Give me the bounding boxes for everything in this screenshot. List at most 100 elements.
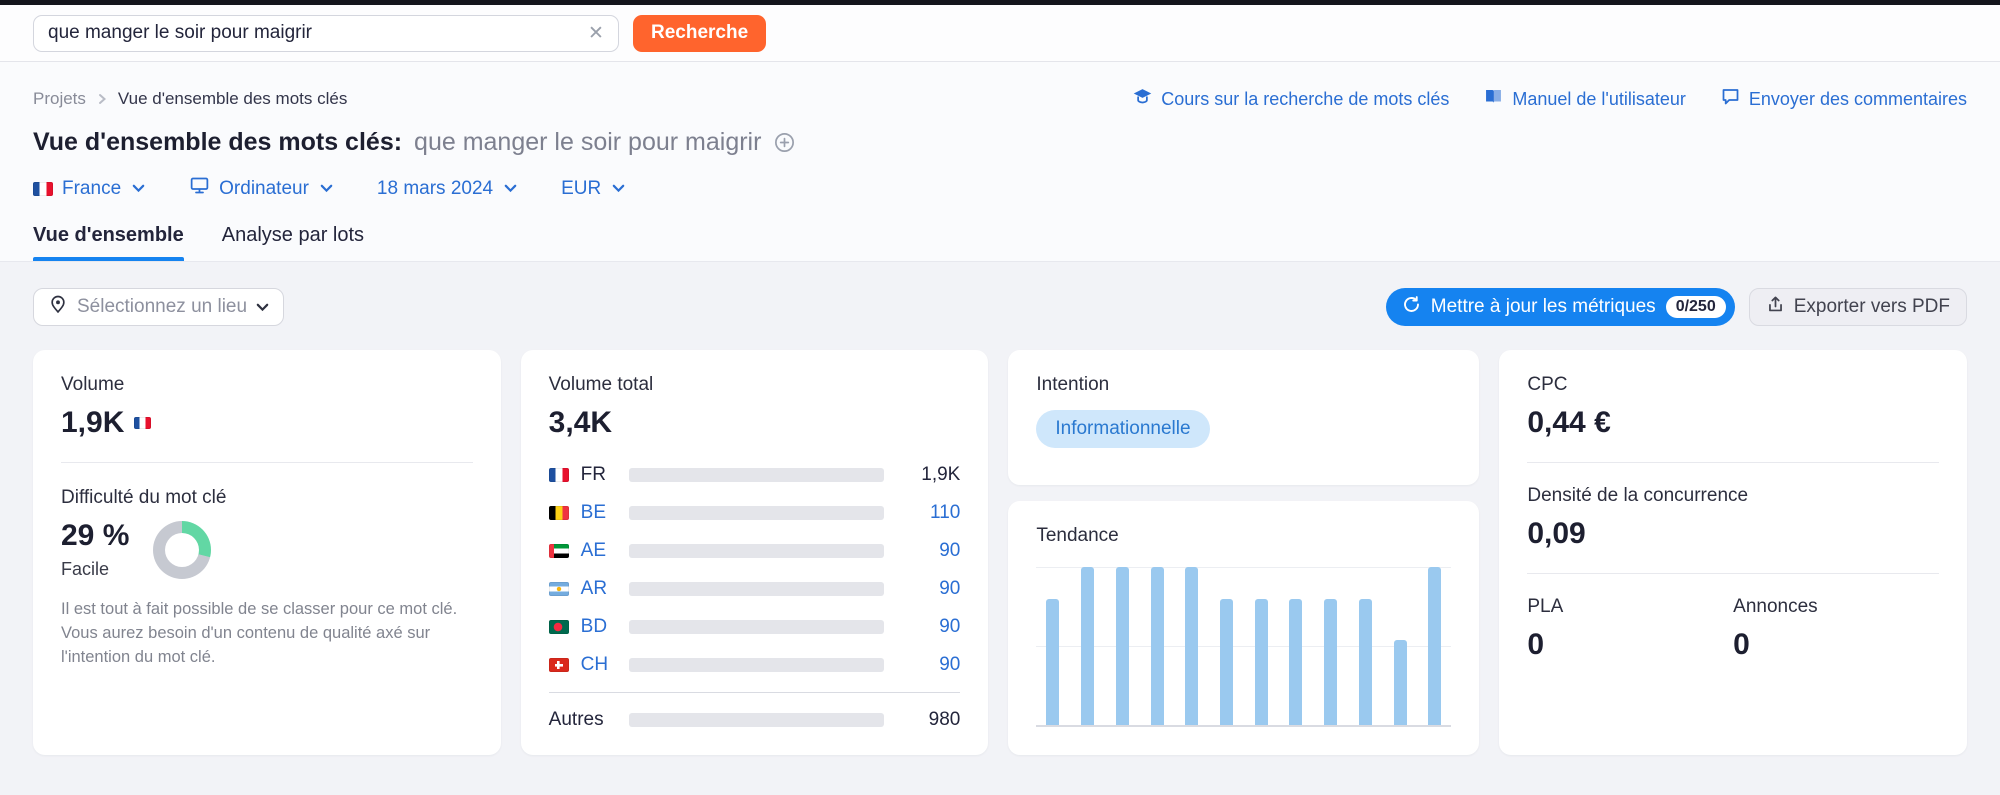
trend-bar — [1289, 598, 1303, 725]
country-volume[interactable]: 90 — [939, 616, 961, 637]
device-filter[interactable]: Ordinateur — [189, 175, 333, 202]
location-select[interactable]: Sélectionnez un lieu — [33, 288, 285, 326]
chevron-down-icon — [320, 184, 333, 193]
monitor-icon — [189, 175, 210, 202]
update-metrics-button[interactable]: Mettre à jour les métriques 0/250 — [1385, 288, 1735, 326]
geo-row-bd: BD 90 — [548, 608, 961, 646]
intent-card: Intention Informationnelle — [1008, 350, 1480, 485]
search-input[interactable] — [33, 14, 619, 52]
others-label: Autres — [548, 709, 604, 730]
tab-bulk-analysis[interactable]: Analyse par lots — [221, 224, 365, 246]
volume-bar-track — [628, 544, 885, 558]
update-quota-badge: 0/250 — [1665, 296, 1726, 318]
volume-bar-track — [628, 468, 885, 482]
trend-bar — [1081, 567, 1095, 725]
add-keyword-icon[interactable] — [773, 131, 796, 154]
country-volume[interactable]: 90 — [939, 654, 961, 675]
geo-row-fr: FR 1,9K — [548, 456, 960, 494]
location-pin-icon — [48, 294, 68, 320]
france-flag-icon — [134, 417, 152, 429]
country-filter[interactable]: France — [33, 178, 145, 200]
trend-bar — [1185, 567, 1199, 725]
be-flag-icon — [548, 506, 569, 520]
difficulty-donut-chart — [153, 520, 212, 579]
country-volume[interactable]: 90 — [939, 540, 961, 561]
country-code[interactable]: AE — [580, 540, 607, 561]
difficulty-label: Difficulté du mot clé — [61, 487, 227, 508]
bd-flag-icon — [548, 620, 569, 634]
trend-bar — [1358, 598, 1372, 725]
currency-filter[interactable]: EUR — [561, 178, 625, 200]
search-bar: ✕ Recherche — [0, 5, 2000, 62]
fr-flag-icon — [548, 468, 569, 482]
difficulty-value: 29 % — [61, 519, 130, 552]
trend-bar — [1219, 598, 1233, 725]
country-code: FR — [580, 464, 606, 485]
ae-flag-icon — [548, 544, 569, 558]
trend-bar — [1254, 598, 1268, 725]
pla-value: 0 — [1527, 628, 1545, 661]
density-label: Densité de la concurrence — [1527, 485, 1749, 506]
volume-bar-track — [628, 582, 885, 596]
page-title-keyword: que manger le soir pour maigrir — [414, 128, 762, 156]
page-title: Vue d'ensemble des mots clés: — [33, 128, 403, 156]
difficulty-level: Facile — [61, 559, 110, 579]
country-volume[interactable]: 110 — [930, 502, 961, 523]
tab-overview[interactable]: Vue d'ensemble — [33, 224, 184, 261]
link-keyword-research-course[interactable]: Cours sur la recherche de mots clés — [1132, 86, 1449, 112]
intent-badge[interactable]: Informationnelle — [1036, 410, 1210, 448]
trend-card: Tendance — [1008, 501, 1480, 755]
chevron-down-icon — [132, 184, 145, 193]
search-button[interactable]: Recherche — [633, 14, 767, 52]
volume-bar-track — [628, 620, 885, 634]
country-code[interactable]: CH — [580, 654, 609, 675]
export-icon — [1766, 295, 1785, 320]
trend-bar-chart — [1036, 567, 1452, 727]
clear-search-icon[interactable]: ✕ — [583, 21, 609, 47]
trend-bar — [1324, 598, 1338, 725]
geo-row-others: Autres 980 — [549, 701, 961, 739]
page-header: Projets Vue d'ensemble des mots clés Cou… — [0, 62, 2000, 262]
country-code[interactable]: BE — [580, 502, 607, 523]
trend-bar — [1393, 639, 1407, 725]
trend-bar — [1428, 567, 1442, 725]
intent-label: Intention — [1036, 374, 1110, 395]
country-code[interactable]: BD — [580, 616, 608, 637]
date-filter[interactable]: 18 mars 2024 — [377, 178, 517, 200]
breadcrumb: Projets Vue d'ensemble des mots clés — [33, 89, 347, 109]
geo-row-ae: AE 90 — [548, 532, 961, 570]
total-volume-value: 3,4K — [548, 406, 613, 439]
ar-flag-icon — [548, 582, 569, 596]
feedback-icon — [1720, 86, 1741, 112]
volume-bar-track — [628, 658, 885, 672]
link-send-feedback[interactable]: Envoyer des commentaires — [1720, 86, 1967, 112]
trend-bar — [1046, 598, 1060, 725]
main-content: Sélectionnez un lieu Mettre à jour les m… — [0, 262, 2000, 755]
geo-rows: FR 1,9K BE 110 AE 90 AR 90 BD 90 CH 90 — [548, 456, 961, 684]
chevron-down-icon — [256, 303, 269, 311]
trend-bar — [1150, 567, 1164, 725]
volume-label: Volume — [61, 374, 125, 395]
others-bar-track — [628, 713, 885, 727]
country-code[interactable]: AR — [580, 578, 608, 599]
chevron-right-icon — [96, 93, 108, 105]
link-user-manual[interactable]: Manuel de l'utilisateur — [1483, 86, 1686, 112]
divider — [1527, 462, 1940, 463]
export-pdf-button[interactable]: Exporter vers PDF — [1748, 288, 1967, 326]
country-volume[interactable]: 90 — [939, 578, 961, 599]
active-tab-underline — [33, 257, 184, 261]
refresh-icon — [1402, 295, 1421, 320]
gridline — [1036, 567, 1452, 568]
trend-bar — [1115, 567, 1129, 725]
france-flag-icon — [33, 181, 53, 196]
chevron-down-icon — [612, 184, 625, 193]
breadcrumb-projects[interactable]: Projets — [33, 89, 86, 108]
gridline — [1036, 646, 1452, 647]
divider — [1527, 573, 1940, 574]
geo-row-ar: AR 90 — [548, 570, 961, 608]
cpc-card: CPC 0,44 € Densité de la concurrence 0,0… — [1499, 350, 1968, 755]
others-value: 980 — [928, 709, 961, 730]
volume-bar-track — [628, 506, 885, 520]
breadcrumb-current: Vue d'ensemble des mots clés — [117, 89, 348, 108]
divider — [61, 462, 473, 463]
